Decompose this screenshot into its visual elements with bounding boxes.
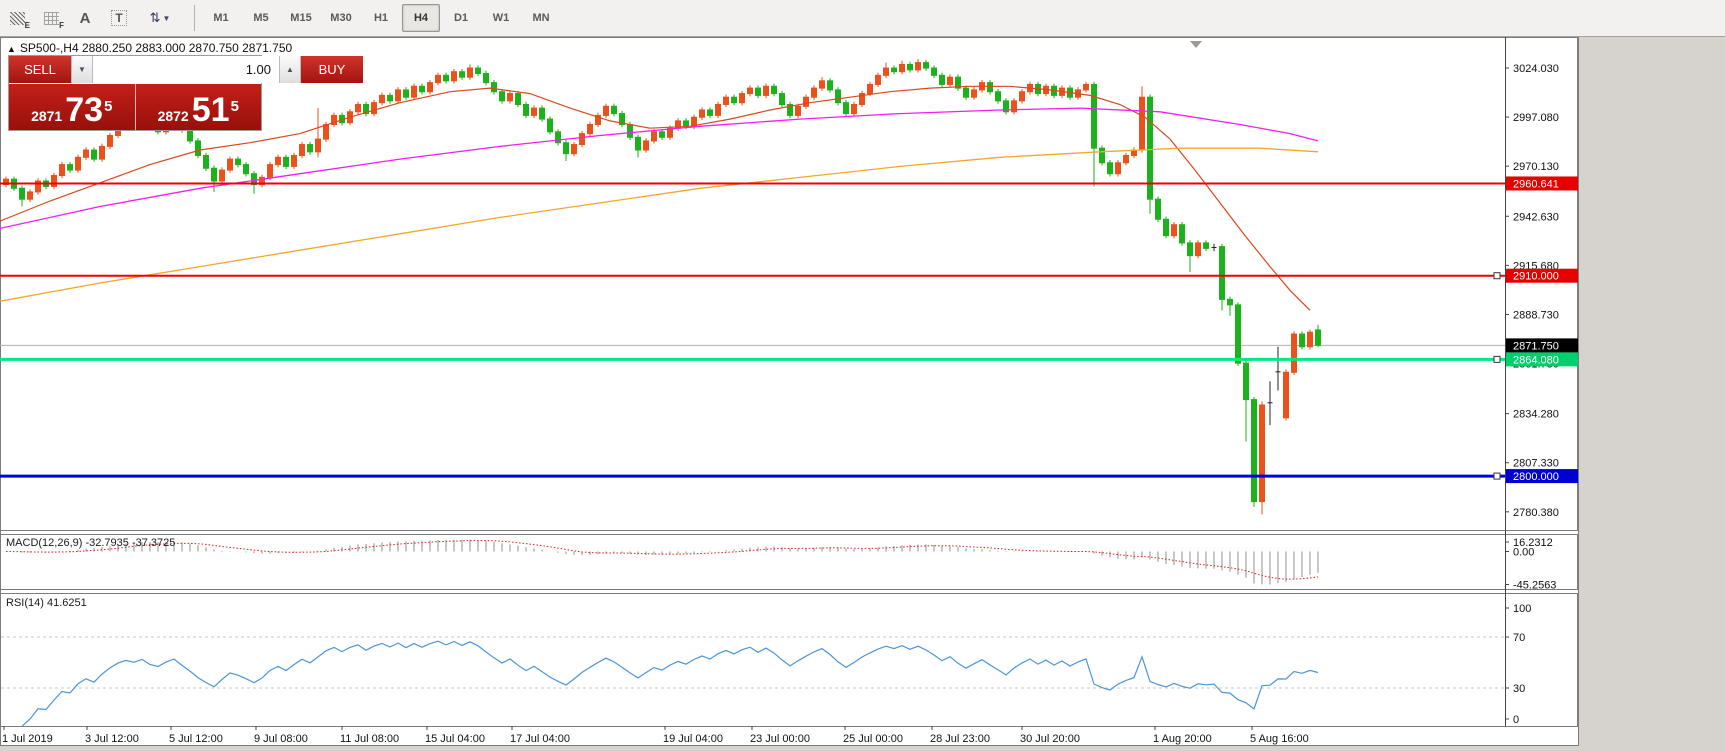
- buy-price-sup: 5: [230, 98, 239, 115]
- macd-axis-label: 16.2312: [1513, 537, 1553, 549]
- rsi-axis-label: 0: [1513, 714, 1519, 726]
- chart-canvas[interactable]: 3024.0302997.0802970.1302942.6302915.680…: [0, 37, 1580, 747]
- axis-badge-2960.641: 2960.641: [1506, 176, 1578, 191]
- sell-button[interactable]: SELL: [9, 56, 71, 83]
- price-tick-label: 2834.280: [1513, 409, 1559, 421]
- svg-text:2871.750: 2871.750: [1513, 340, 1559, 352]
- chevron-down-icon: ▼: [162, 13, 171, 23]
- indicators-icon[interactable]: E: [1, 4, 33, 32]
- rsi-line: [21, 640, 1319, 727]
- timeframe-button-m1[interactable]: M1: [213, 12, 229, 24]
- price-tick-label: 2888.730: [1513, 309, 1559, 321]
- sell-price-big: 73: [65, 91, 104, 129]
- horizontal-line-2910.000[interactable]: [0, 272, 1505, 280]
- grid-icon[interactable]: F: [35, 4, 67, 32]
- timeframe-button-h1[interactable]: H1: [373, 12, 389, 24]
- chevron-up-icon: ▲: [286, 65, 294, 74]
- time-tick-label: 5 Aug 16:00: [1250, 733, 1309, 745]
- timeframe-button-m5[interactable]: M5: [253, 12, 269, 24]
- macd-axis-label: -45.2563: [1513, 580, 1556, 592]
- svg-text:2960.641: 2960.641: [1513, 178, 1559, 190]
- sell-price-tile[interactable]: 2871 73 5: [9, 84, 135, 130]
- macd-histogram: [13, 539, 1319, 585]
- time-tick-label: 28 Jul 23:00: [930, 733, 990, 745]
- svg-text:2800.000: 2800.000: [1513, 471, 1559, 483]
- time-tick-label: 23 Jul 00:00: [750, 733, 810, 745]
- time-tick-label: 15 Jul 04:00: [425, 733, 485, 745]
- price-tick-label: 2942.630: [1513, 211, 1559, 223]
- timeframe-button-m30[interactable]: M30: [330, 12, 352, 24]
- timeframe-button-w1[interactable]: W1: [492, 12, 510, 24]
- sell-price-sup: 5: [104, 98, 113, 115]
- rsi-axis-label: 100: [1513, 603, 1531, 615]
- price-tick-label: 2970.130: [1513, 161, 1559, 173]
- ma-fast-red[interactable]: [0, 85, 1311, 311]
- axis-badge-2864.080: 2864.080: [1506, 352, 1578, 367]
- time-tick-label: 30 Jul 20:00: [1020, 733, 1080, 745]
- sell-price-small: 2871: [31, 108, 63, 124]
- volume-input[interactable]: [93, 56, 279, 83]
- timeframe-button-m15[interactable]: M15: [290, 12, 312, 24]
- symbol-ohlc-text: SP500-,H4 2880.250 2883.000 2870.750 287…: [19, 41, 293, 55]
- ma-mid-magenta[interactable]: [0, 107, 1319, 230]
- macd-signal-line: [5, 540, 1319, 580]
- trade-row-top: SELL ▼ ▲ BUY: [9, 56, 363, 83]
- rsi-axis-label: 70: [1513, 632, 1525, 644]
- time-tick-label: 25 Jul 00:00: [843, 733, 903, 745]
- bid-price-badge: 2871.750: [1506, 338, 1578, 353]
- time-tick-label: 19 Jul 04:00: [663, 733, 723, 745]
- rsi-label: RSI(14) 41.6251: [6, 597, 87, 609]
- buy-button[interactable]: BUY: [301, 56, 363, 83]
- timeframe-button-d1[interactable]: D1: [453, 12, 469, 24]
- horizontal-line-2864.080[interactable]: [0, 355, 1505, 363]
- time-tick-label: 5 Jul 12:00: [169, 733, 223, 745]
- buy-price-big: 51: [191, 91, 230, 129]
- time-tick-label: 3 Jul 12:00: [85, 733, 139, 745]
- toolbar-separator: [194, 5, 195, 31]
- trade-row-prices: 2871 73 5 2872 51 5: [9, 83, 261, 130]
- symbol-ohlc-bar[interactable]: ▲ SP500-,H4 2880.250 2883.000 2870.750 28…: [7, 41, 292, 55]
- buy-price-tile[interactable]: 2872 51 5: [134, 84, 261, 130]
- hatch-glyph: [9, 11, 25, 25]
- time-tick-label: 17 Jul 04:00: [510, 733, 570, 745]
- price-tick-label: 2997.080: [1513, 112, 1559, 124]
- horizontal-line-2800.000[interactable]: [0, 472, 1505, 480]
- time-tick-label: 9 Jul 08:00: [254, 733, 308, 745]
- arrows-objects-icon[interactable]: ⇅ ▼: [149, 10, 171, 25]
- svg-text:2910.000: 2910.000: [1513, 271, 1559, 283]
- macd-axis-label: 0.00: [1513, 547, 1534, 559]
- candles-layer[interactable]: [3, 58, 1321, 515]
- macd-panel[interactable]: [0, 534, 1578, 590]
- grid-glyph: [43, 11, 59, 25]
- time-axis[interactable]: 1 Jul 2019 3 Jul 12:00 5 Jul 12:00 9 Jul 08…: [2, 726, 1309, 745]
- macd-label: MACD(12,26,9) -32.7935 -37.3725: [6, 537, 176, 549]
- timeframe-group: M1 M5 M15 M30 H1 H4 D1 W1 MN: [201, 4, 561, 32]
- toolbar: E F A T ⇅ ▼ M1 M5 M15 M30 H1 H4 D1 W1 MN: [0, 0, 1725, 37]
- price-tick-label: 2807.330: [1513, 458, 1559, 470]
- rsi-panel[interactable]: [0, 593, 1578, 727]
- time-tick-label: 1 Jul 2019: [2, 733, 53, 745]
- svg-text:2864.080: 2864.080: [1513, 354, 1559, 366]
- time-tick-label: 11 Jul 08:00: [340, 733, 399, 745]
- axis-badge-2910.000: 2910.000: [1506, 268, 1578, 283]
- buy-price-small: 2872: [157, 108, 189, 124]
- volume-decrease-button[interactable]: ▼: [71, 56, 93, 83]
- collapse-triangle-icon: ▲: [7, 44, 16, 54]
- ma-slow-orange[interactable]: [0, 147, 1319, 302]
- chevron-down-icon: ▼: [78, 65, 86, 74]
- text-label-icon[interactable]: A: [79, 9, 91, 27]
- text-box-icon[interactable]: T: [103, 4, 135, 32]
- time-tick-label: 1 Aug 20:00: [1153, 733, 1212, 745]
- volume-increase-button[interactable]: ▲: [279, 56, 301, 83]
- price-tick-label: 3024.030: [1513, 63, 1559, 75]
- timeframe-button-h4[interactable]: H4: [402, 4, 440, 32]
- chart-shift-marker-icon: [1190, 41, 1202, 48]
- timeframe-button-mn[interactable]: MN: [532, 12, 550, 24]
- price-tick-label: 2780.380: [1513, 507, 1559, 519]
- rsi-axis-label: 30: [1513, 683, 1525, 695]
- axis-badge-2800.000: 2800.000: [1506, 469, 1578, 484]
